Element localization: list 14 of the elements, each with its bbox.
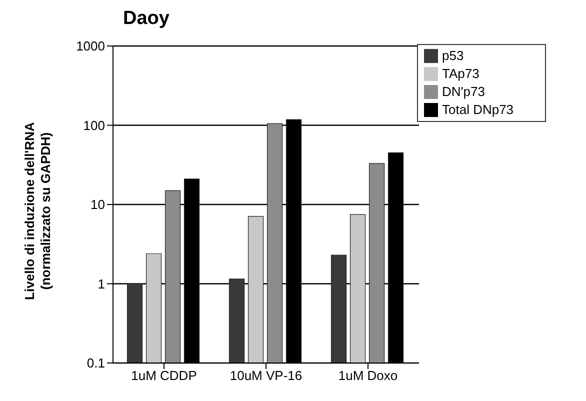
y-tick-label: 100 xyxy=(83,118,105,133)
x-tick-label: 10uM VP-16 xyxy=(230,368,302,384)
x-tick-label: 1uM CDDP xyxy=(131,368,197,384)
legend-label: Total DNp73 xyxy=(442,102,514,117)
legend-label: TAp73 xyxy=(442,66,480,81)
legend-label: p53 xyxy=(442,48,464,63)
legend-label: DN'p73 xyxy=(442,84,485,99)
y-tick-label: 0.1 xyxy=(86,356,105,371)
chart-title: Daoy xyxy=(123,8,170,30)
y-tick-label: 1 xyxy=(98,276,105,292)
x-tick-label: 1uM Doxo xyxy=(338,368,398,384)
y-tick-label: 10 xyxy=(90,197,105,212)
y-tick-label: 1000 xyxy=(76,38,105,54)
y-axis-title: Livello di induzione dell'RNA (normalizzato su GAPDH) xyxy=(22,122,54,300)
